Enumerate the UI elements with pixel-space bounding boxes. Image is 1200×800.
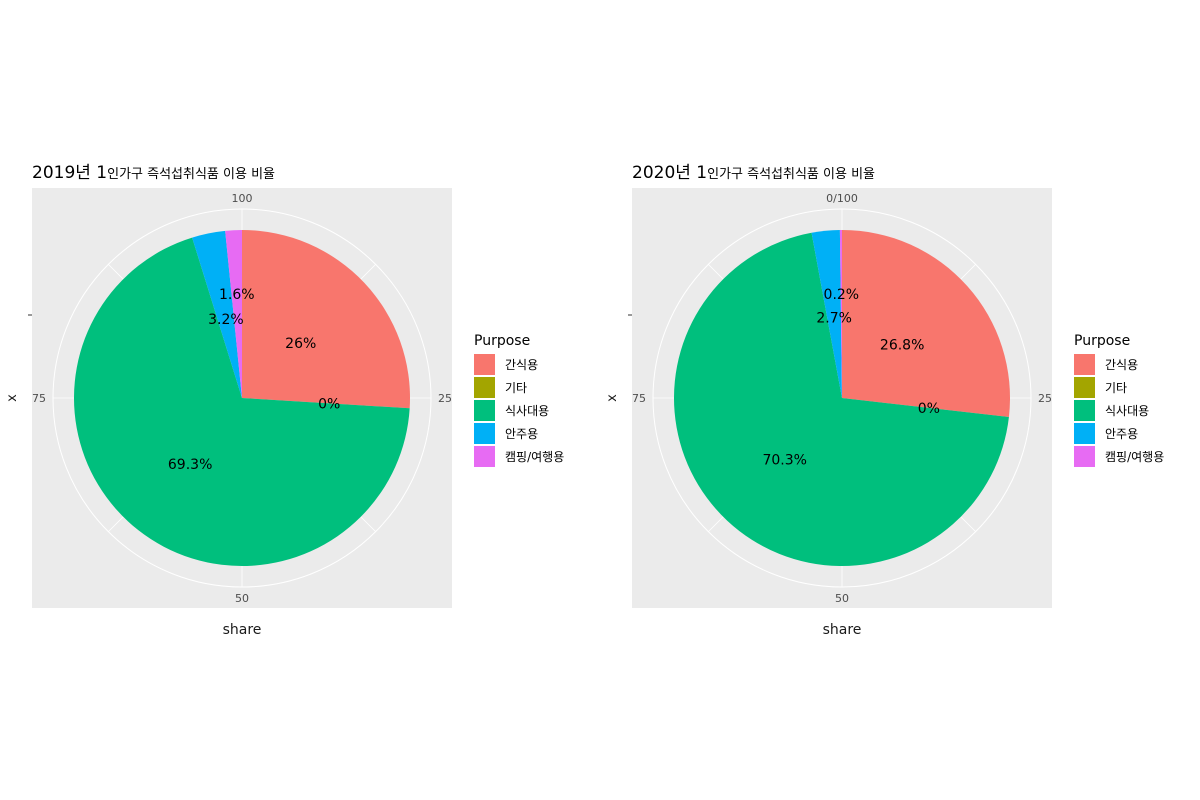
legend-label: 안주용 [1105, 427, 1138, 441]
slice-label: 0.2% [824, 287, 860, 303]
slice-label: 69.3% [168, 457, 212, 473]
chart-title-text: 인가구 즉석섭취식품 이용 비율 [107, 167, 275, 182]
theta-tick-label: 75 [32, 392, 46, 405]
theta-tick-label: 25 [1038, 392, 1052, 405]
x-axis-label: share [823, 622, 862, 638]
chart-title: 2020년 1인가구 즉석섭취식품 이용 비율 [632, 163, 875, 183]
chart-title: 2019년 1인가구 즉석섭취식품 이용 비율 [32, 163, 275, 183]
legend-title: Purpose [1074, 333, 1130, 349]
theta-tick-label: 75 [632, 392, 646, 405]
legend-label: 식사대용 [1105, 404, 1149, 418]
chart-title-text: 인가구 즉석섭취식품 이용 비율 [707, 167, 875, 182]
y-axis-label: x [605, 394, 620, 402]
slice-간식용 [842, 230, 1010, 417]
pie-chart-1: 26% 0% 69.3% 3.2% 1.6% 100 25 50 75 x share 2019년 1… [5, 163, 564, 638]
theta-tick-label: 0/100 [826, 192, 858, 205]
pie-chart-2: 26.8% 0% 70.3% 2.7% 0.2% 0/100 25 50 75 x share 202… [605, 163, 1164, 638]
legend-key [474, 423, 495, 444]
slice-캠핑/여행용 [225, 230, 242, 398]
slice-캠핑/여행용 [839, 230, 842, 398]
slice-식사대용 [674, 232, 1009, 566]
legend-label: 캠핑/여행용 [1105, 449, 1164, 464]
legend-label: 캠핑/여행용 [505, 449, 564, 464]
theta-tick-label: 50 [835, 592, 849, 605]
legend-key [1074, 423, 1095, 444]
legend-label: 간식용 [1105, 358, 1138, 372]
x-axis-label: share [223, 622, 262, 638]
theta-tick-label: 50 [235, 592, 249, 605]
legend-key [474, 400, 495, 421]
legend-label: 안주용 [505, 427, 538, 441]
slice-안주용 [192, 230, 242, 398]
legend-key [1074, 377, 1095, 398]
slice-안주용 [811, 230, 842, 398]
slice-label: 0% [318, 396, 340, 412]
legend-key [474, 354, 495, 375]
legend-title: Purpose [474, 333, 530, 349]
legend-key [474, 377, 495, 398]
legend-key [1074, 446, 1095, 467]
theta-tick-label: 100 [232, 192, 253, 205]
legend-label: 기타 [505, 381, 527, 395]
slice-label: 0% [918, 401, 940, 417]
chart-title-year: 2020년 1 [632, 163, 707, 183]
slice-label: 26.8% [880, 337, 924, 353]
slice-label: 70.3% [762, 452, 806, 468]
legend-key [1074, 400, 1095, 421]
chart-title-year: 2019년 1 [32, 163, 107, 183]
slice-간식용 [242, 230, 410, 409]
slice-label: 1.6% [219, 287, 255, 303]
slice-식사대용 [74, 237, 410, 566]
y-axis-label: x [5, 394, 20, 402]
legend-key [1074, 354, 1095, 375]
legend-key [474, 446, 495, 467]
legend-label: 기타 [1105, 381, 1127, 395]
slice-label: 2.7% [816, 311, 852, 327]
slice-label: 26% [285, 336, 316, 352]
legend-label: 간식용 [505, 358, 538, 372]
theta-tick-label: 25 [438, 392, 452, 405]
legend-label: 식사대용 [505, 404, 549, 418]
slice-label: 3.2% [208, 312, 244, 328]
